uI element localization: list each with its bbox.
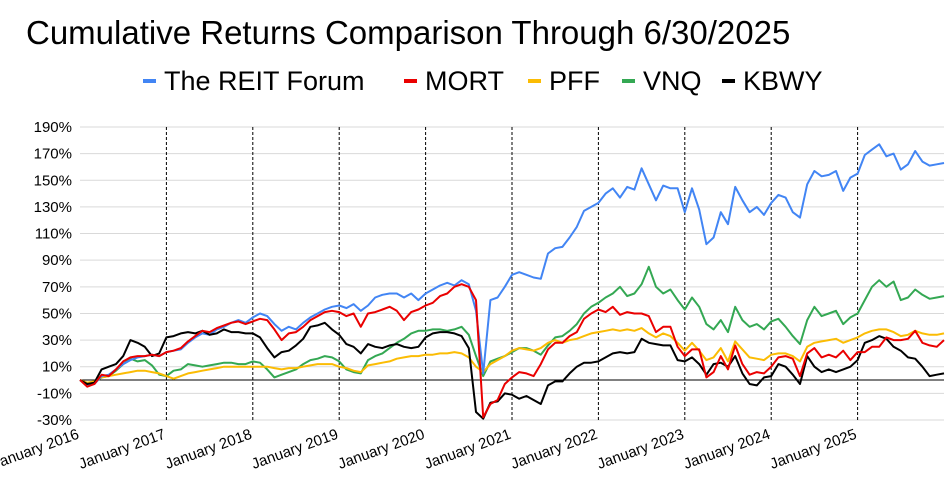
- legend-swatch: [404, 78, 417, 83]
- y-tick-label: -10%: [37, 385, 72, 402]
- x-tick-label: January 2018: [163, 426, 254, 473]
- y-tick-label: -30%: [37, 412, 72, 429]
- y-tick-label: 110%: [35, 226, 72, 243]
- x-tick-label: January 2021: [422, 426, 513, 473]
- series-line-pff: [79, 327, 945, 384]
- x-tick-label: January 2025: [768, 426, 859, 473]
- x-tick-label: January 2022: [509, 426, 600, 473]
- y-tick-label: 130%: [34, 199, 72, 216]
- y-tick-label: 70%: [42, 279, 72, 296]
- chart-legend: The REIT Forum MORT PFF VNQ KBWY: [0, 66, 952, 102]
- series-line-the-reit-forum: [79, 143, 945, 387]
- legend-item: KBWY: [722, 66, 823, 97]
- y-tick-label: 150%: [34, 172, 72, 189]
- y-tick-label: 30%: [42, 332, 72, 349]
- legend-item: The REIT Forum: [143, 66, 365, 97]
- series-line-vnq: [79, 265, 945, 385]
- chart-title: Cumulative Returns Comparison Through 6/…: [26, 14, 791, 51]
- legend-swatch: [622, 78, 635, 83]
- x-tick-label: January 2024: [681, 426, 772, 473]
- legend-item: PFF: [528, 66, 600, 97]
- y-tick-label: 50%: [42, 305, 72, 322]
- legend-item: MORT: [404, 66, 504, 97]
- x-tick-label: January 2023: [595, 426, 686, 473]
- x-tick-label: January 2020: [336, 426, 427, 473]
- x-tick-label: January 2016: [0, 426, 81, 473]
- legend-swatch: [722, 78, 735, 83]
- y-tick-label: 190%: [34, 119, 72, 136]
- y-tick-label: 170%: [34, 146, 72, 163]
- legend-swatch: [143, 78, 156, 83]
- y-tick-label: 90%: [42, 252, 72, 269]
- series-line-kbwy: [79, 321, 945, 420]
- legend-label: KBWY: [743, 66, 823, 96]
- legend-label: PFF: [549, 66, 600, 96]
- legend-swatch: [528, 78, 541, 83]
- legend-label: The REIT Forum: [164, 66, 365, 96]
- x-tick-label: January 2019: [249, 426, 340, 473]
- legend-label: VNQ: [643, 66, 702, 96]
- series-layer: [79, 143, 945, 420]
- legend-label: MORT: [425, 66, 504, 96]
- legend-item: VNQ: [622, 66, 702, 97]
- x-tick-label: January 2017: [77, 426, 168, 473]
- y-tick-label: 10%: [42, 359, 72, 376]
- series-line-mort: [79, 283, 945, 419]
